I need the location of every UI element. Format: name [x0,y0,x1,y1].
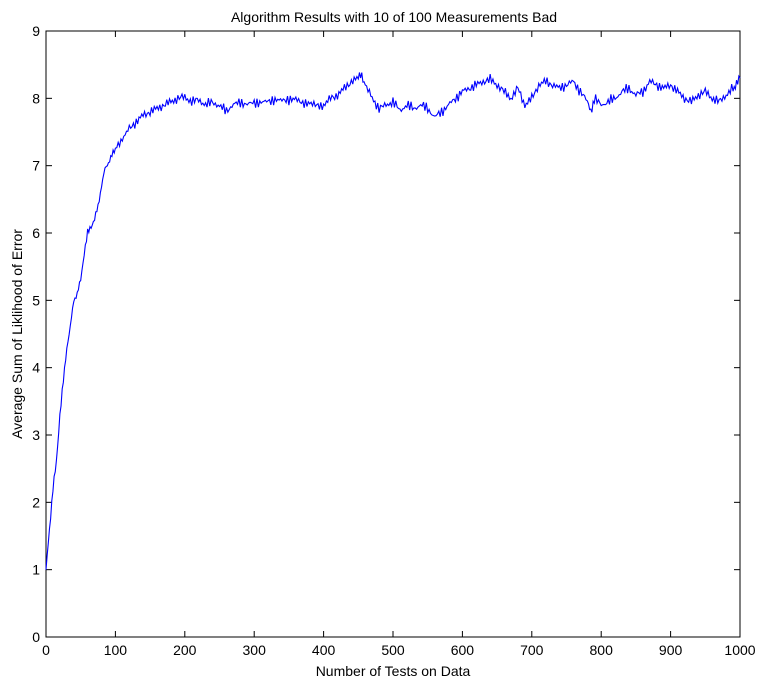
y-tick-label: 3 [32,427,40,443]
x-tick-label: 700 [520,642,544,658]
x-tick-label: 200 [173,642,197,658]
y-tick-label: 2 [32,494,40,510]
x-tick-label: 0 [42,642,50,658]
x-tick-label: 900 [659,642,683,658]
y-tick-label: 0 [32,629,40,645]
x-axis-ticks: 0 100 200 300 400 500 600 700 800 900 1000 [42,31,756,658]
x-tick-label: 800 [590,642,614,658]
y-axis-ticks: 0 1 2 3 4 5 6 7 8 9 [32,23,740,645]
x-tick-label: 400 [312,642,336,658]
y-tick-label: 7 [32,158,40,174]
series-line [45,72,741,570]
y-tick-label: 1 [32,562,40,578]
y-tick-label: 4 [32,360,40,376]
plot-area-frame [45,30,741,638]
y-axis-title: Average Sum of Liklihood of Error [9,229,25,439]
y-tick-label: 5 [32,292,40,308]
chart-title: Algorithm Results with 10 of 100 Measure… [231,9,557,25]
x-tick-label: 300 [243,642,267,658]
y-tick-label: 9 [32,23,40,39]
x-tick-label: 1000 [724,642,755,658]
y-tick-label: 6 [32,225,40,241]
x-tick-label: 500 [381,642,405,658]
x-tick-label: 100 [104,642,128,658]
x-axis-title: Number of Tests on Data [316,663,471,679]
x-tick-label: 600 [451,642,475,658]
y-tick-label: 8 [32,90,40,106]
